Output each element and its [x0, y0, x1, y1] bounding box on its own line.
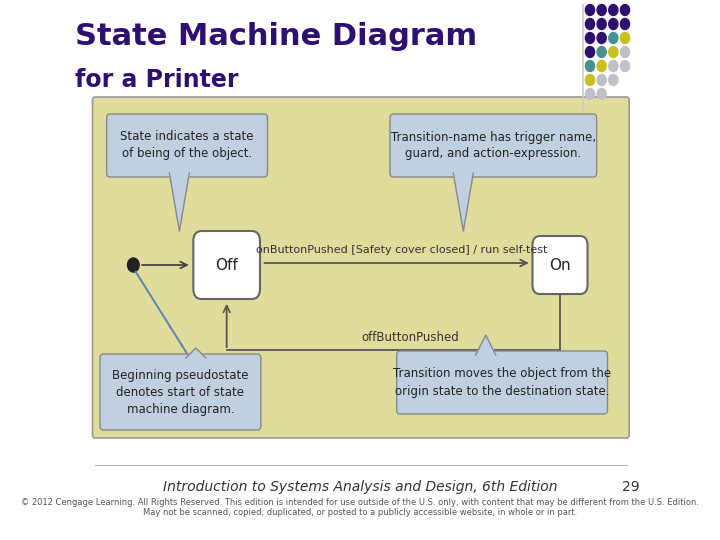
Circle shape: [621, 60, 629, 71]
Text: Transition moves the object from the
origin state to the destination state.: Transition moves the object from the ori…: [393, 368, 611, 397]
Text: Off: Off: [215, 258, 238, 273]
Circle shape: [608, 46, 618, 57]
Circle shape: [608, 60, 618, 71]
Text: On: On: [549, 258, 571, 273]
Circle shape: [597, 18, 606, 30]
Circle shape: [608, 18, 618, 30]
Circle shape: [585, 32, 595, 44]
Text: State Machine Diagram: State Machine Diagram: [75, 22, 477, 51]
Circle shape: [585, 75, 595, 85]
Circle shape: [597, 32, 606, 44]
Text: © 2012 Cengage Learning. All Rights Reserved. This edition is intended for use o: © 2012 Cengage Learning. All Rights Rese…: [21, 498, 699, 517]
Text: for a Printer: for a Printer: [75, 68, 238, 92]
FancyBboxPatch shape: [92, 97, 629, 438]
Text: State indicates a state
of being of the object.: State indicates a state of being of the …: [120, 131, 254, 160]
Circle shape: [597, 46, 606, 57]
Circle shape: [585, 89, 595, 99]
Polygon shape: [169, 173, 189, 231]
Circle shape: [597, 75, 606, 85]
Circle shape: [621, 4, 629, 16]
Text: onButtonPushed [Safety cover closed] / run self-test: onButtonPushed [Safety cover closed] / r…: [256, 245, 547, 255]
Circle shape: [621, 46, 629, 57]
Circle shape: [585, 4, 595, 16]
Polygon shape: [476, 335, 496, 355]
Polygon shape: [454, 173, 473, 231]
Circle shape: [621, 18, 629, 30]
Text: Transition-name has trigger name,
guard, and action-expression.: Transition-name has trigger name, guard,…: [391, 131, 596, 160]
Circle shape: [608, 75, 618, 85]
Circle shape: [597, 60, 606, 71]
Polygon shape: [186, 348, 206, 358]
Circle shape: [585, 60, 595, 71]
FancyBboxPatch shape: [107, 114, 268, 177]
Circle shape: [127, 258, 139, 272]
Text: offButtonPushed: offButtonPushed: [361, 331, 459, 344]
Text: Introduction to Systems Analysis and Design, 6th Edition: Introduction to Systems Analysis and Des…: [163, 480, 557, 494]
FancyBboxPatch shape: [194, 231, 260, 299]
Circle shape: [585, 18, 595, 30]
Circle shape: [597, 4, 606, 16]
Circle shape: [597, 89, 606, 99]
Text: 29: 29: [621, 480, 639, 494]
FancyBboxPatch shape: [397, 351, 608, 414]
Text: Beginning pseudostate
denotes start of state
machine diagram.: Beginning pseudostate denotes start of s…: [112, 368, 248, 415]
Circle shape: [608, 4, 618, 16]
Circle shape: [608, 32, 618, 44]
FancyBboxPatch shape: [533, 236, 588, 294]
Circle shape: [585, 46, 595, 57]
Circle shape: [621, 32, 629, 44]
FancyBboxPatch shape: [100, 354, 261, 430]
FancyBboxPatch shape: [390, 114, 597, 177]
